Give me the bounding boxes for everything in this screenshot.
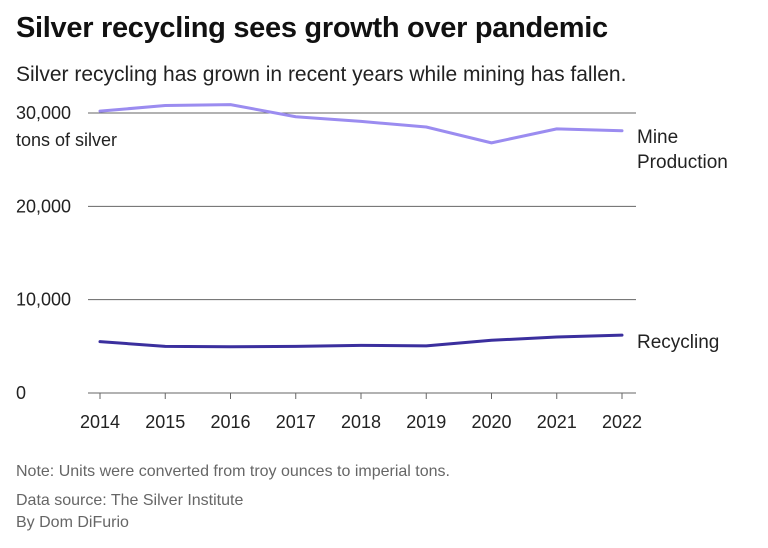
y-tick-label: 10,000 (16, 290, 71, 310)
data-source: Data source: The Silver Institute (16, 492, 244, 509)
y-tick-label: 0 (16, 383, 26, 403)
series-label-mine-production: Production (637, 152, 728, 173)
y-axis-label: tons of silver (16, 130, 117, 150)
x-tick-label: 2022 (602, 412, 642, 432)
x-tick-label: 2019 (406, 412, 446, 432)
x-tick-label: 2015 (145, 412, 185, 432)
x-tick-label: 2017 (276, 412, 316, 432)
x-tick-label: 2020 (471, 412, 511, 432)
series-label-recycling: Recycling (637, 332, 719, 353)
byline: By Dom DiFurio (16, 514, 129, 531)
x-tick-label: 2014 (80, 412, 120, 432)
x-tick-label: 2021 (537, 412, 577, 432)
footnote: Note: Units were converted from troy oun… (16, 463, 450, 480)
series-label-mine-production: Mine (637, 127, 678, 148)
series-line-mine-production (98, 103, 624, 145)
series-line-recycling (98, 333, 624, 349)
chart-subtitle: Silver recycling has grown in recent yea… (16, 63, 627, 86)
y-tick-label: 30,000 (16, 103, 71, 123)
x-tick-label: 2018 (341, 412, 381, 432)
y-tick-label: 20,000 (16, 196, 71, 216)
chart-title: Silver recycling sees growth over pandem… (16, 12, 608, 44)
x-tick-label: 2016 (210, 412, 250, 432)
